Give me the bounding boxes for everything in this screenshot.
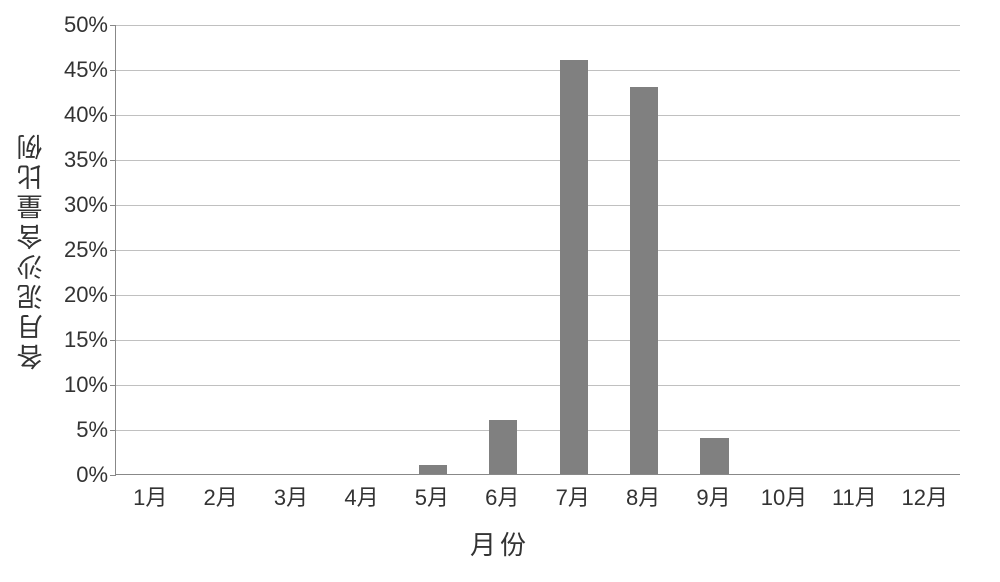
y-tick-label: 15%	[48, 327, 108, 353]
bar	[419, 465, 447, 474]
x-tick-label: 10月	[761, 480, 807, 512]
x-tick-label: 3月	[274, 480, 308, 512]
y-tick-mark	[110, 115, 116, 116]
y-tick-mark	[110, 385, 116, 386]
y-tick-label: 5%	[48, 417, 108, 443]
gridline	[116, 385, 960, 386]
gridline	[116, 295, 960, 296]
x-tick-label: 9月	[696, 480, 730, 512]
y-tick-mark	[110, 160, 116, 161]
y-tick-label: 50%	[48, 12, 108, 38]
y-tick-label: 40%	[48, 102, 108, 128]
x-tick-label: 5月	[415, 480, 449, 512]
bar	[560, 60, 588, 474]
y-tick-mark	[110, 70, 116, 71]
y-tick-mark	[110, 250, 116, 251]
bar	[489, 420, 517, 474]
bar	[630, 87, 658, 474]
gridline	[116, 160, 960, 161]
gridline	[116, 430, 960, 431]
gridline	[116, 205, 960, 206]
y-tick-mark	[110, 25, 116, 26]
y-tick-mark	[110, 295, 116, 296]
x-tick-label: 11月	[832, 480, 877, 512]
y-tick-label: 35%	[48, 147, 108, 173]
y-tick-mark	[110, 430, 116, 431]
gridline	[116, 115, 960, 116]
y-tick-label: 45%	[48, 57, 108, 83]
x-tick-label: 4月	[344, 480, 378, 512]
x-tick-label: 6月	[485, 480, 519, 512]
gridline	[116, 70, 960, 71]
x-tick-label: 8月	[626, 480, 660, 512]
y-tick-mark	[110, 475, 116, 476]
gridline	[116, 340, 960, 341]
x-tick-label: 1月	[133, 480, 167, 512]
y-tick-label: 10%	[48, 372, 108, 398]
x-tick-label: 7月	[556, 480, 590, 512]
y-axis-label: 各月泥沙含量比例	[12, 130, 49, 370]
y-tick-label: 0%	[48, 462, 108, 488]
y-tick-mark	[110, 205, 116, 206]
x-tick-label: 2月	[204, 480, 238, 512]
y-tick-mark	[110, 340, 116, 341]
x-tick-label: 12月	[902, 480, 948, 512]
plot-area	[115, 25, 960, 475]
x-axis-label: 月份	[0, 525, 1000, 562]
gridline	[116, 250, 960, 251]
y-tick-label: 20%	[48, 282, 108, 308]
chart-container: 各月泥沙含量比例 月份 0% 5% 10% 15% 20% 25% 30% 35% 40% 45%…	[0, 0, 1000, 582]
bar	[700, 438, 728, 474]
y-tick-label: 30%	[48, 192, 108, 218]
gridline	[116, 25, 960, 26]
y-tick-label: 25%	[48, 237, 108, 263]
